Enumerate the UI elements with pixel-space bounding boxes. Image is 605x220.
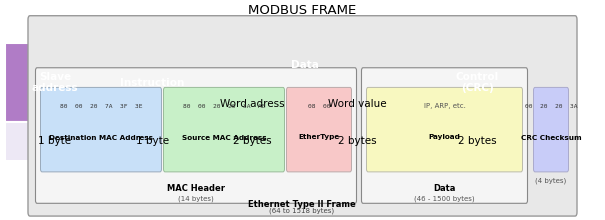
Bar <box>200 43 410 86</box>
Text: 2 bytes: 2 bytes <box>233 136 272 147</box>
Text: 2 bytes: 2 bytes <box>458 136 497 147</box>
Text: Instruction: Instruction <box>120 77 185 88</box>
Text: 1 byte: 1 byte <box>136 136 169 147</box>
Text: Destination MAC Address: Destination MAC Address <box>49 134 153 141</box>
FancyBboxPatch shape <box>534 87 569 172</box>
Text: (64 to 1518 bytes): (64 to 1518 bytes) <box>269 208 335 214</box>
FancyBboxPatch shape <box>28 16 577 216</box>
FancyBboxPatch shape <box>287 87 352 172</box>
Text: 80  00  20  7A  3F  3E: 80 00 20 7A 3F 3E <box>60 104 142 109</box>
Bar <box>305 86 410 122</box>
Text: 00  20  20  3A: 00 20 20 3A <box>525 104 577 109</box>
Text: (4 bytes): (4 bytes) <box>535 178 567 184</box>
Bar <box>305 122 410 161</box>
Text: (14 bytes): (14 bytes) <box>178 195 214 202</box>
FancyBboxPatch shape <box>163 87 284 172</box>
Bar <box>410 122 545 161</box>
Text: Source MAC Address: Source MAC Address <box>182 134 266 141</box>
Bar <box>5 43 105 122</box>
Text: Data: Data <box>291 60 319 70</box>
Text: Data: Data <box>433 184 456 193</box>
Bar <box>410 43 545 122</box>
FancyBboxPatch shape <box>367 87 523 172</box>
Text: MAC Header: MAC Header <box>167 184 225 193</box>
Text: 08  00: 08 00 <box>308 104 330 109</box>
Text: EtherType: EtherType <box>298 134 339 141</box>
Text: Control
(CRC): Control (CRC) <box>456 72 499 93</box>
Text: 2 bytes: 2 bytes <box>338 136 377 147</box>
Text: Word value: Word value <box>328 99 387 109</box>
Text: 80  00  20  20  3A  AE: 80 00 20 20 3A AE <box>183 104 265 109</box>
Text: Word adress: Word adress <box>220 99 285 109</box>
Bar <box>200 86 305 122</box>
FancyBboxPatch shape <box>36 68 356 203</box>
Bar <box>105 43 200 122</box>
Text: CRC Checksum: CRC Checksum <box>521 134 581 141</box>
FancyBboxPatch shape <box>362 68 528 203</box>
Text: 1 byte: 1 byte <box>39 136 71 147</box>
Text: IP, ARP, etc.: IP, ARP, etc. <box>424 103 465 109</box>
Bar <box>200 122 305 161</box>
Text: Ethernet Type II Frame: Ethernet Type II Frame <box>248 200 356 209</box>
Bar <box>5 122 105 161</box>
Text: Slave
address: Slave address <box>31 72 78 93</box>
Text: (46 - 1500 bytes): (46 - 1500 bytes) <box>414 195 475 202</box>
Bar <box>105 122 200 161</box>
FancyBboxPatch shape <box>41 87 162 172</box>
Text: MODBUS FRAME: MODBUS FRAME <box>248 4 356 17</box>
Text: Payload: Payload <box>428 134 460 141</box>
